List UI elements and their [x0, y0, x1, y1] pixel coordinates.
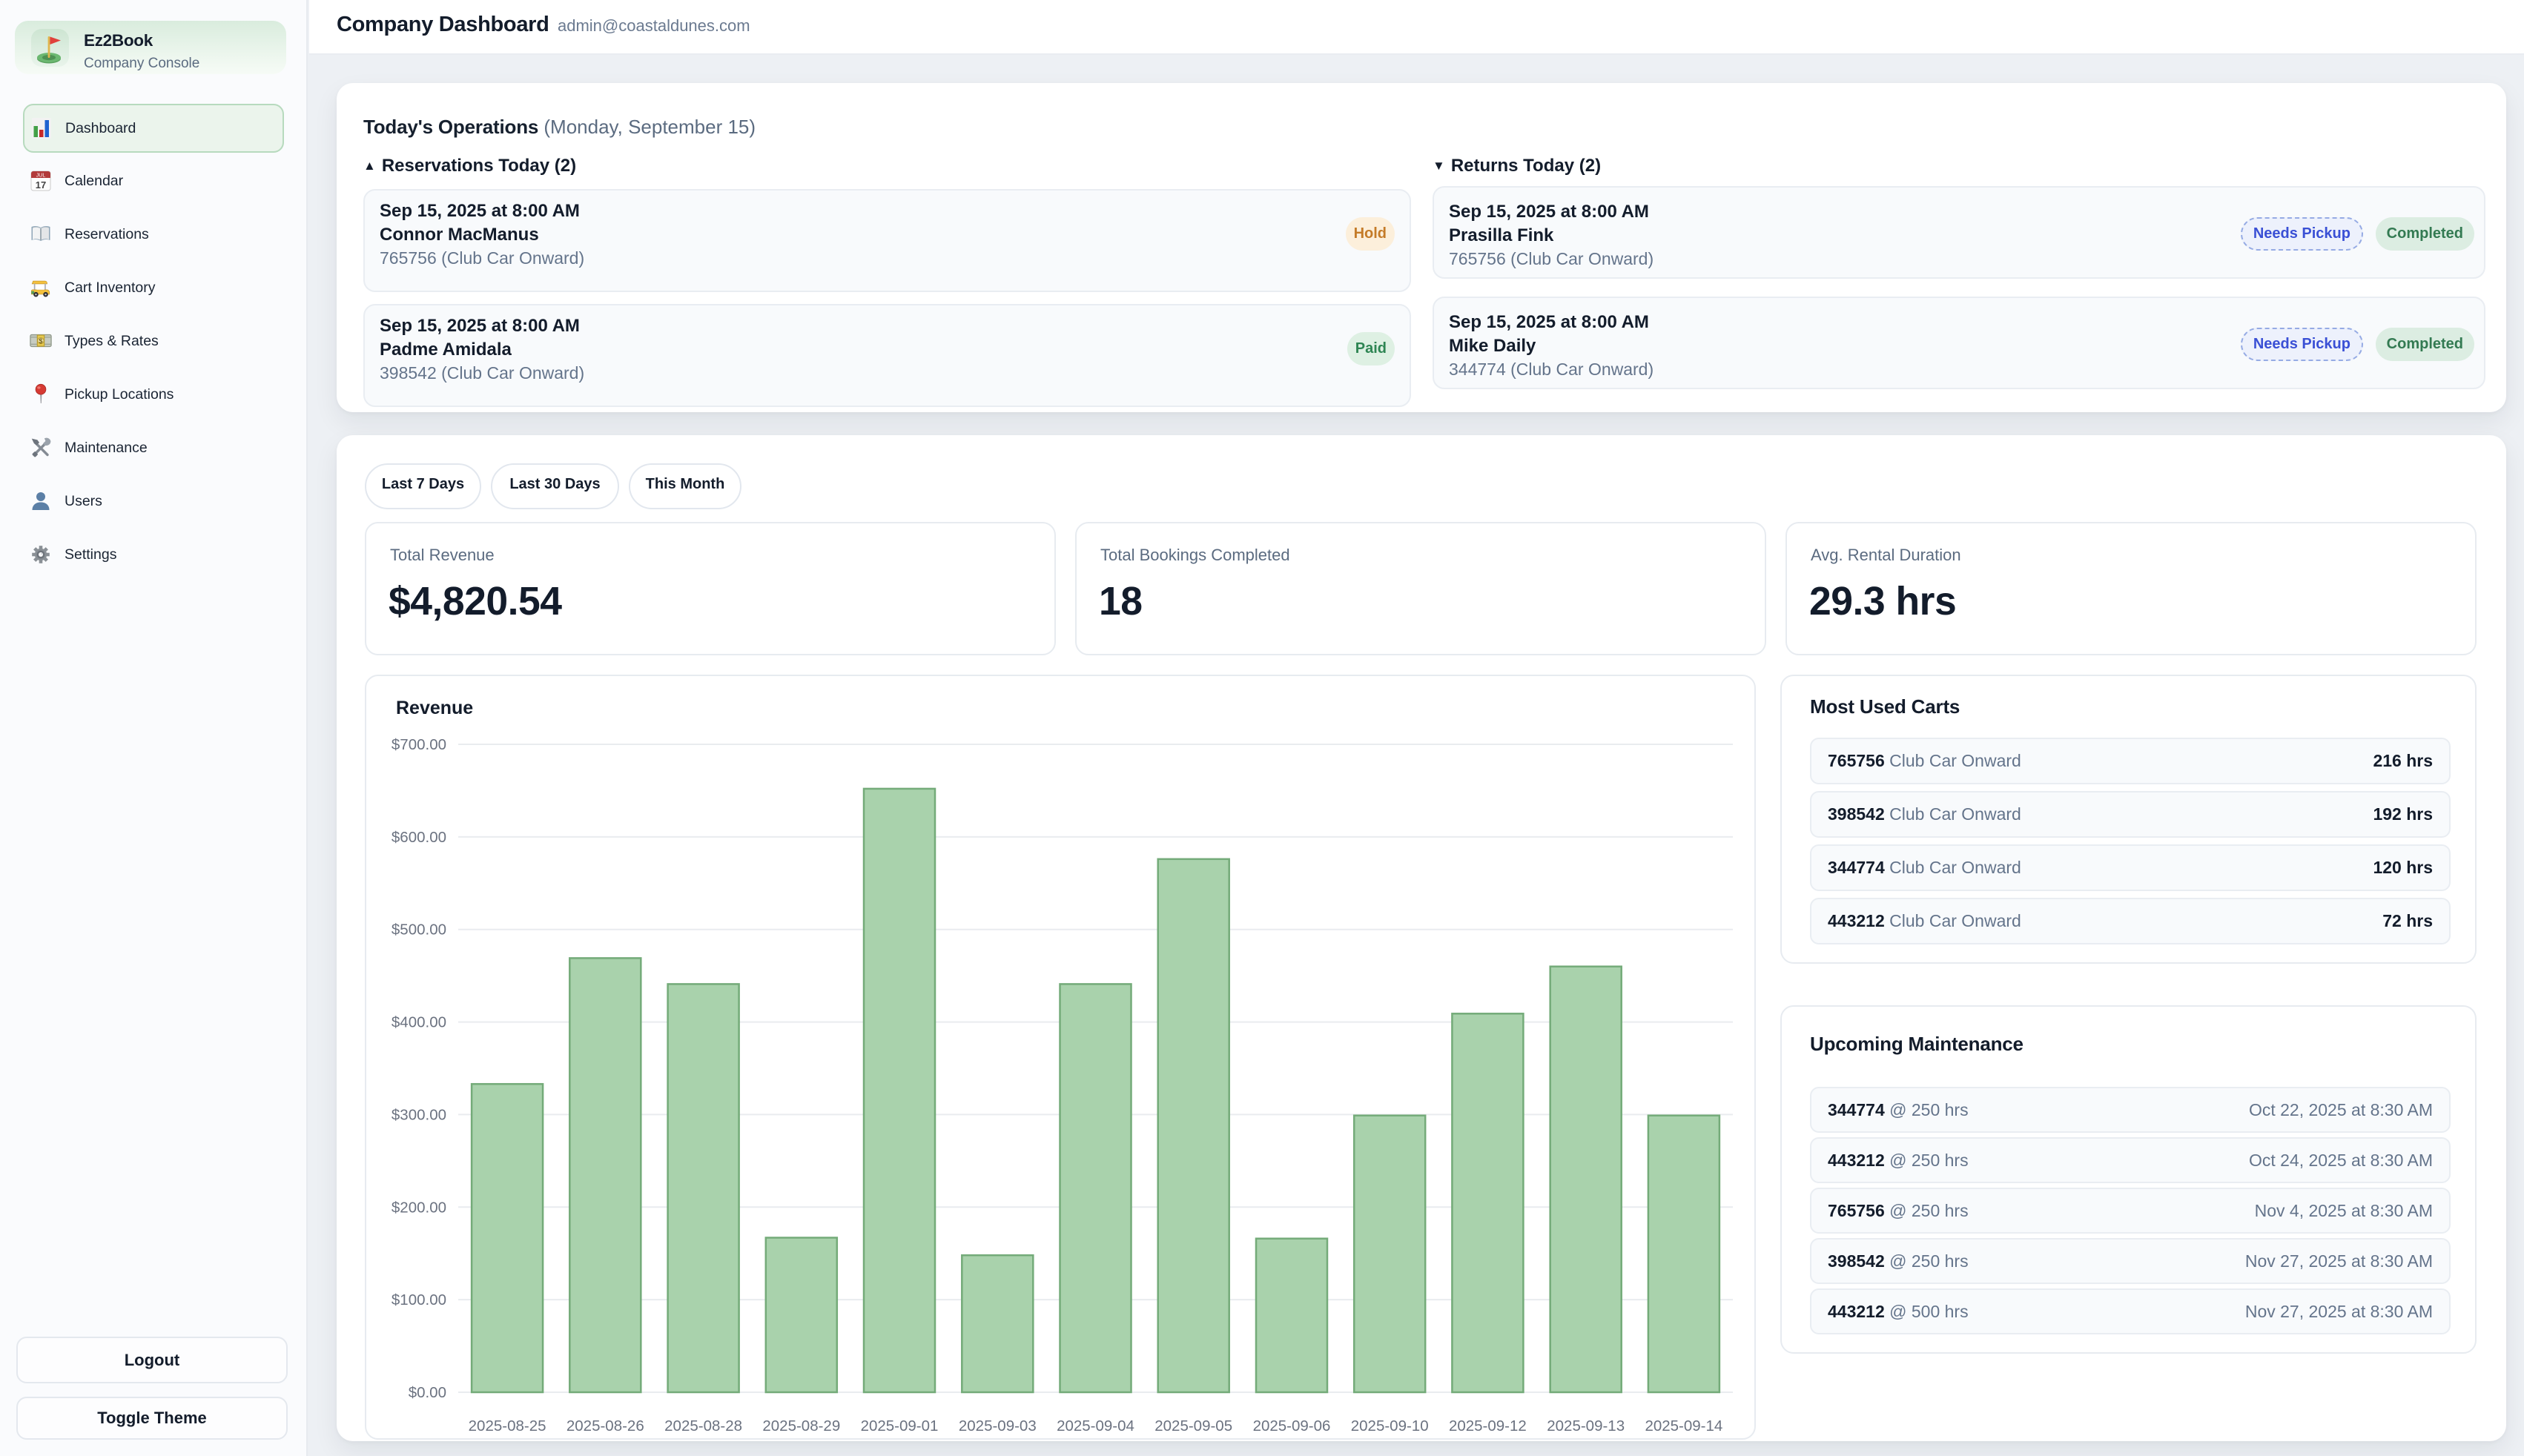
svg-text:$600.00: $600.00	[392, 829, 446, 846]
svg-text:2025-08-25: 2025-08-25	[469, 1417, 546, 1435]
svg-text:$300.00: $300.00	[392, 1106, 446, 1123]
svg-text:2025-09-06: 2025-09-06	[1253, 1417, 1331, 1435]
svg-text:$: $	[39, 337, 43, 345]
svg-text:2025-08-26: 2025-08-26	[566, 1417, 644, 1435]
svg-text:JUL: JUL	[36, 173, 46, 179]
svg-text:2025-09-04: 2025-09-04	[1057, 1417, 1134, 1435]
svg-text:$400.00: $400.00	[392, 1014, 446, 1031]
svg-text:$500.00: $500.00	[392, 921, 446, 939]
svg-text:2025-09-14: 2025-09-14	[1645, 1417, 1722, 1435]
svg-text:$700.00: $700.00	[392, 736, 446, 753]
svg-text:2025-08-29: 2025-08-29	[762, 1417, 840, 1435]
svg-text:$100.00: $100.00	[392, 1291, 446, 1308]
svg-text:2025-09-12: 2025-09-12	[1449, 1417, 1527, 1435]
svg-text:2025-09-01: 2025-09-01	[861, 1417, 939, 1435]
svg-text:2025-09-10: 2025-09-10	[1351, 1417, 1429, 1435]
svg-text:17: 17	[36, 179, 46, 191]
svg-text:2025-08-28: 2025-08-28	[664, 1417, 742, 1435]
svg-text:2025-09-03: 2025-09-03	[959, 1417, 1037, 1435]
svg-text:2025-09-13: 2025-09-13	[1547, 1417, 1625, 1435]
svg-text:$0.00: $0.00	[409, 1384, 446, 1401]
svg-text:$200.00: $200.00	[392, 1199, 446, 1216]
svg-text:2025-09-05: 2025-09-05	[1154, 1417, 1232, 1435]
